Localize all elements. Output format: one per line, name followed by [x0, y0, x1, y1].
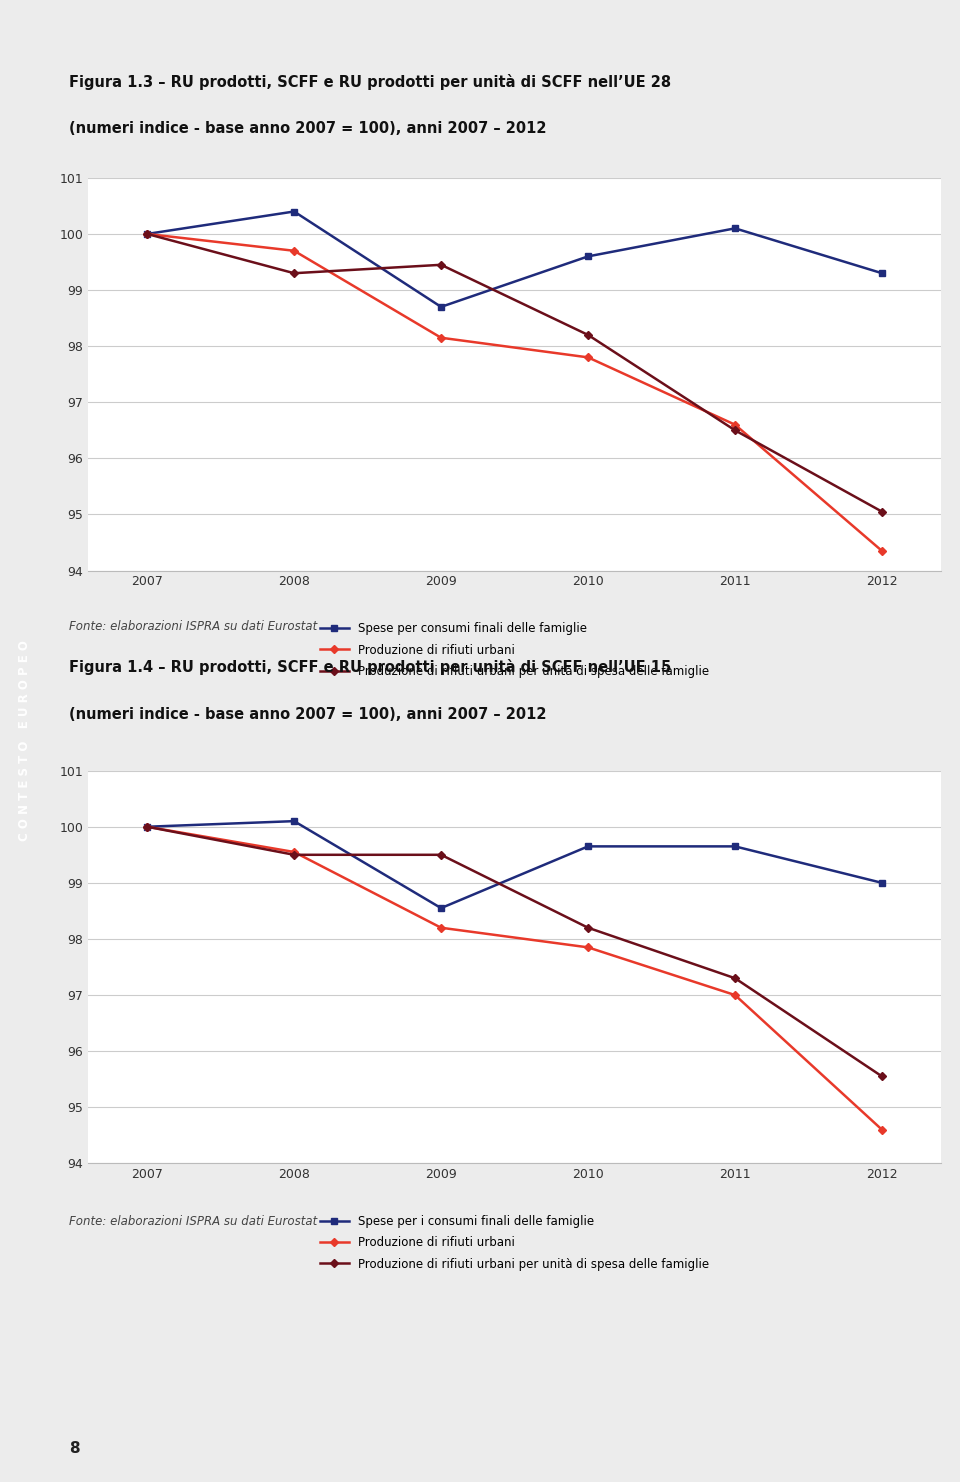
- Text: Figura 1.3 – RU prodotti, SCFF e RU prodotti per unità di SCFF nell’UE 28: Figura 1.3 – RU prodotti, SCFF e RU prod…: [69, 74, 671, 90]
- Text: Fonte: elaborazioni ISPRA su dati Eurostat: Fonte: elaborazioni ISPRA su dati Eurost…: [69, 619, 318, 633]
- Text: C O N T E S T O   E U R O P E O: C O N T E S T O E U R O P E O: [18, 640, 32, 842]
- Text: Fonte: elaborazioni ISPRA su dati Eurostat: Fonte: elaborazioni ISPRA su dati Eurost…: [69, 1215, 318, 1229]
- Text: Figura 1.4 – RU prodotti, SCFF e RU prodotti per unità di SCFF nell’UE 15: Figura 1.4 – RU prodotti, SCFF e RU prod…: [69, 659, 671, 676]
- Legend: Spese per consumi finali delle famiglie, Produzione di rifiuti urbani, Produzion: Spese per consumi finali delle famiglie,…: [315, 618, 714, 683]
- Legend: Spese per i consumi finali delle famiglie, Produzione di rifiuti urbani, Produzi: Spese per i consumi finali delle famigli…: [315, 1211, 714, 1276]
- Text: (numeri indice - base anno 2007 = 100), anni 2007 – 2012: (numeri indice - base anno 2007 = 100), …: [69, 707, 546, 722]
- Text: (numeri indice - base anno 2007 = 100), anni 2007 – 2012: (numeri indice - base anno 2007 = 100), …: [69, 122, 546, 136]
- Text: 8: 8: [69, 1441, 80, 1457]
